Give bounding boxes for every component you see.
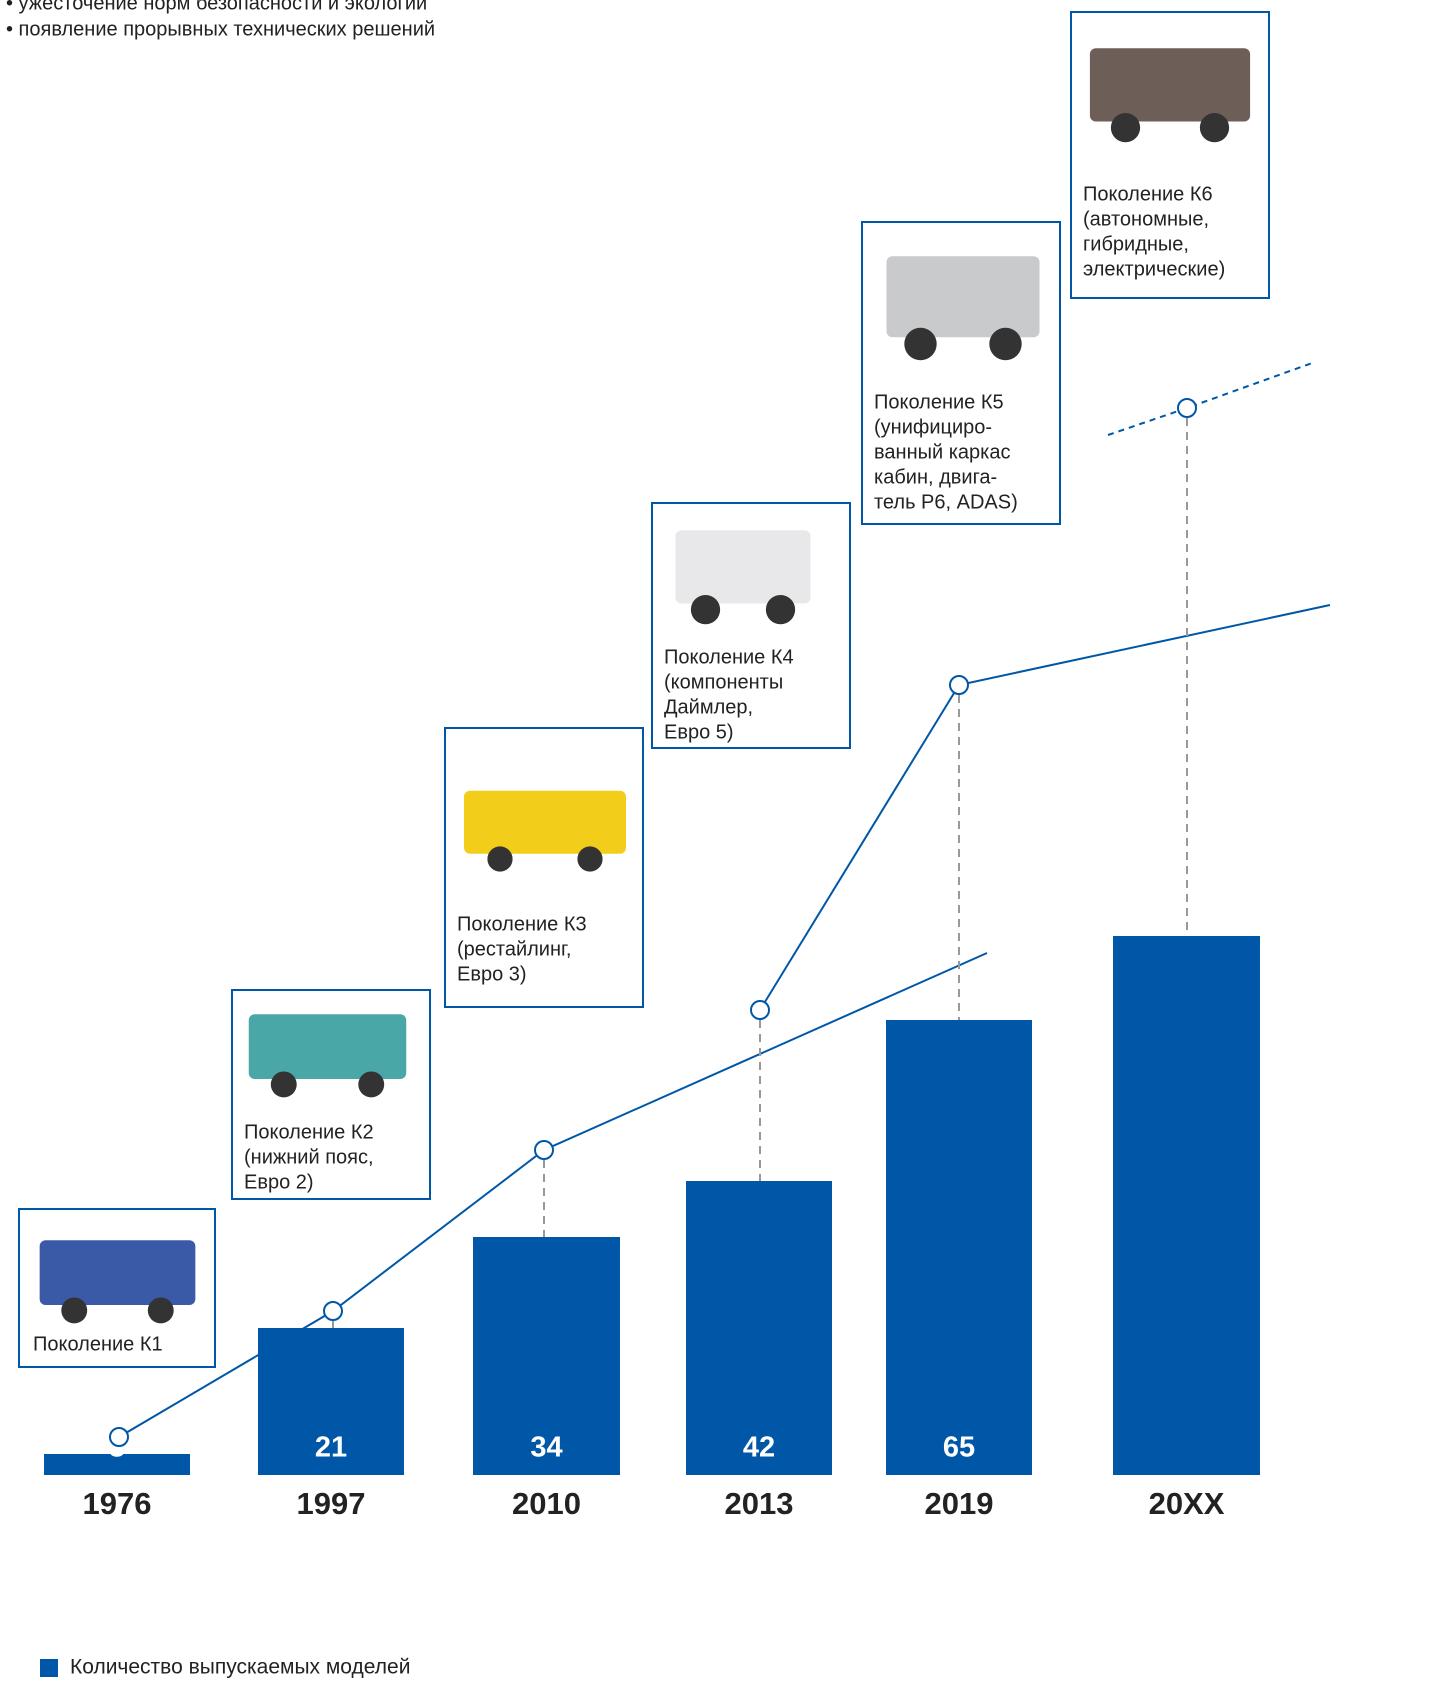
generation-label: (компоненты xyxy=(664,671,783,693)
generation-label: электрические) xyxy=(1083,258,1225,280)
bullet: • появление прорывных технических решени… xyxy=(6,18,435,40)
bar xyxy=(44,1454,190,1475)
bar xyxy=(1113,936,1260,1475)
truck-wheel xyxy=(690,594,721,625)
truck-wheel xyxy=(577,846,603,872)
trend-line xyxy=(118,952,988,1438)
bar xyxy=(258,1328,404,1475)
truck-wheel xyxy=(270,1071,297,1098)
generation-label: тель Р6, ADAS) xyxy=(874,491,1018,513)
truck-wheel xyxy=(487,846,513,872)
truck-body xyxy=(39,1240,196,1305)
x-tick-label: 2019 xyxy=(925,1486,994,1521)
truck-wheel xyxy=(147,1297,174,1324)
generation-label: кабин, двига- xyxy=(874,466,997,488)
generation-label: Поколение К2 xyxy=(244,1121,374,1143)
truck-image xyxy=(675,530,811,625)
x-tick-label: 1976 xyxy=(83,1486,152,1521)
truck-body xyxy=(248,1014,407,1079)
truck-wheel xyxy=(765,594,796,625)
generation-label: Евро 5) xyxy=(664,721,734,743)
data-label: 21 xyxy=(315,1432,347,1464)
truck-wheel xyxy=(989,327,1022,361)
truck-image xyxy=(464,790,626,872)
truck-wheel xyxy=(904,327,937,361)
truck-wheel xyxy=(1110,112,1141,143)
truck-wheel xyxy=(61,1297,88,1324)
data-label: 34 xyxy=(530,1432,562,1464)
truck-wheel xyxy=(1199,112,1230,143)
truck-image xyxy=(886,256,1040,361)
bullet: • ужесточение норм безопасности и эколог… xyxy=(6,0,427,14)
drop-lines xyxy=(332,418,1188,1329)
truck-body xyxy=(675,530,811,604)
legend-label: Количество выпускаемых моделей xyxy=(70,1656,410,1679)
x-tick-label: 2010 xyxy=(512,1486,581,1521)
generation-label: Евро 2) xyxy=(244,1171,314,1193)
generation-label: Поколение К5 xyxy=(874,391,1004,413)
x-tick-label: 2013 xyxy=(725,1486,794,1521)
truck-body xyxy=(464,790,626,854)
truck-image xyxy=(1089,48,1251,143)
generation-label: (нижний пояс, xyxy=(244,1146,374,1168)
truck-image xyxy=(39,1240,196,1324)
data-label: 42 xyxy=(743,1432,775,1464)
generation-label: (унифициро- xyxy=(874,416,992,438)
data-label: 65 xyxy=(943,1432,975,1464)
markers xyxy=(109,398,1197,1447)
generation-label: Поколение К3 xyxy=(457,913,587,935)
trend-lines xyxy=(118,361,1331,1438)
truck-body xyxy=(1089,48,1251,122)
bar xyxy=(473,1237,620,1475)
generation-label: (рестайлинг, xyxy=(457,938,571,960)
generation-label: гибридные, xyxy=(1083,233,1189,255)
generation-label: (автономные, xyxy=(1083,208,1209,230)
bar xyxy=(686,1181,832,1475)
generation-label: Поколение К4 xyxy=(664,646,794,668)
generation-label: Даймлер, xyxy=(664,696,753,718)
trend-line xyxy=(1107,361,1316,436)
truck-wheel xyxy=(358,1071,385,1098)
legend-swatch xyxy=(40,1659,58,1677)
generation-label: ванный каркас xyxy=(874,441,1010,463)
x-tick-label: 1997 xyxy=(297,1486,366,1521)
generation-box xyxy=(444,727,644,1008)
bar xyxy=(886,1020,1032,1475)
generation-label: Евро 3) xyxy=(457,963,527,985)
truck-image xyxy=(248,1014,407,1098)
generation-label: Поколение К6 xyxy=(1083,183,1213,205)
generation-label: Поколение К1 xyxy=(33,1333,163,1355)
x-tick-label: 20XX xyxy=(1149,1486,1225,1521)
truck-body xyxy=(886,256,1040,338)
